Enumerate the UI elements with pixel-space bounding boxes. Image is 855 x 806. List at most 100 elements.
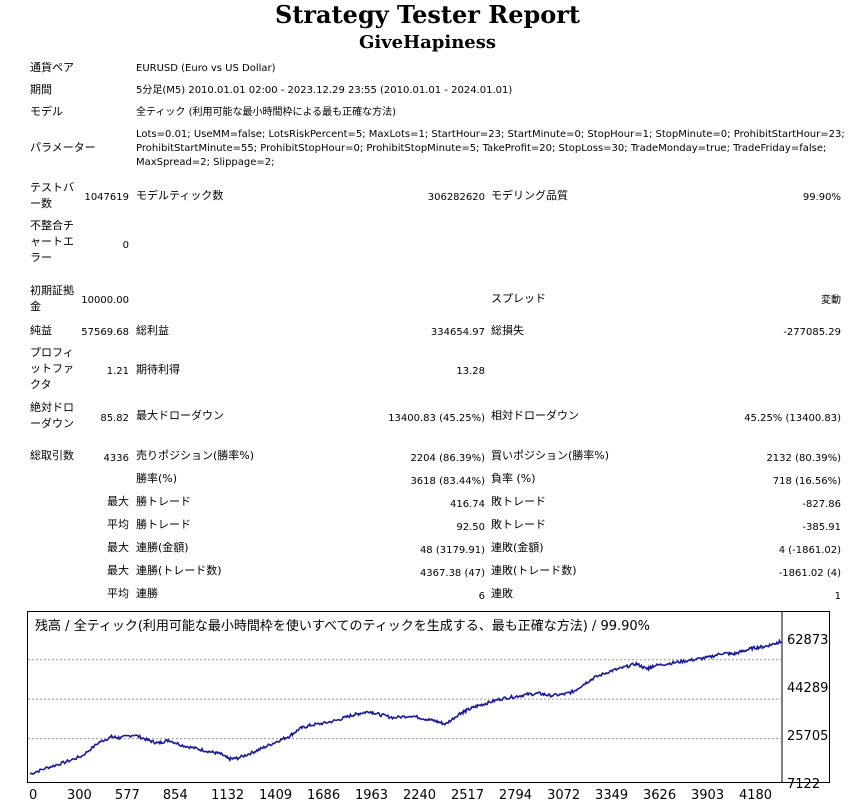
cons-losses-amount-value: 4 (-1861.02) <box>778 545 841 556</box>
mismatch-label-3: ラー <box>30 251 52 264</box>
x-tick-label: 854 <box>162 788 188 803</box>
x-tick-label: 3626 <box>643 788 677 803</box>
win-rate-value: 3618 (83.44%) <box>410 476 485 487</box>
max-drawdown-value: 13400.83 (45.25%) <box>388 413 485 424</box>
win-rate-label: 勝率(%) <box>136 472 178 485</box>
x-tick-label: 1686 <box>307 788 341 803</box>
ticks-value: 306282620 <box>427 192 485 203</box>
total-trades-value: 4336 <box>103 453 129 464</box>
cons-wins-amount-value: 48 (3179.91) <box>419 545 485 556</box>
y-tick-label: 25705 <box>787 729 829 744</box>
x-tick-label: 1963 <box>354 788 389 803</box>
abs-drawdown-label-1: 絶対ドロ <box>30 401 74 414</box>
avg-cons-wins-value: 6 <box>478 591 485 602</box>
bars-label-2: ー数 <box>30 197 52 210</box>
loss-rate-label: 負率 (%) <box>491 472 536 485</box>
abs-drawdown-label-2: ーダウン <box>30 417 74 430</box>
avg-win-value: 92.50 <box>456 522 485 533</box>
largest-loss-value: -827.86 <box>802 499 841 510</box>
y-tick-label: 44289 <box>787 681 829 696</box>
mismatch-label-1: 不整合チ <box>30 219 74 232</box>
balance-chart-svg <box>28 612 783 782</box>
avg-cons-wins-label: 連勝 <box>136 587 158 600</box>
net-profit-label: 純益 <box>30 324 52 337</box>
x-tick-label: 4180 <box>738 788 773 803</box>
report-subtitle: GiveHapiness <box>358 32 497 53</box>
quality-value: 99.90% <box>802 192 841 203</box>
bars-label-1: テストバ <box>30 181 74 194</box>
x-tick-label: 577 <box>114 788 140 803</box>
params-line-2: ProhibitStartMinute=55; ProhibitStopHour… <box>136 143 827 154</box>
expected-payoff-label: 期待利得 <box>136 363 180 376</box>
x-tick-label: 1132 <box>211 788 245 803</box>
cons-losses-count-label: 連敗(トレード数) <box>491 564 577 577</box>
avg-cons-losses-value: 1 <box>834 591 841 602</box>
balance-line <box>29 638 782 776</box>
chart-title: 残高 / 全ティック(利用可能な最小時間枠を使いすべてのティックを生成する、最も… <box>35 619 651 634</box>
spread-value: 変動 <box>821 295 841 306</box>
profit-factor-label-3: クタ <box>30 378 52 391</box>
mismatch-value: 0 <box>122 240 129 251</box>
x-tick-label: 3072 <box>547 788 581 803</box>
params-label: パラメーター <box>30 141 96 154</box>
x-tick-label: 1409 <box>259 788 293 803</box>
max-label-2: 最大 <box>107 541 129 554</box>
profit-factor-label-1: プロフィ <box>30 346 74 359</box>
max-label-1: 最大 <box>107 495 129 508</box>
x-tick-label: 3903 <box>691 788 725 803</box>
max-label-3: 最大 <box>107 564 129 577</box>
gross-loss-value: -277085.29 <box>783 327 841 338</box>
largest-win-value: 416.74 <box>450 499 485 510</box>
avg-loss-label: 敗トレード <box>491 518 546 531</box>
gross-profit-label: 総利益 <box>136 324 169 337</box>
rel-drawdown-label: 相対ドローダウン <box>491 409 579 422</box>
profit-factor-value: 1.21 <box>106 366 129 377</box>
avg-label-2: 平均 <box>107 587 129 600</box>
largest-loss-label: 敗トレード <box>491 495 546 508</box>
gross-loss-label: 総損失 <box>491 324 524 337</box>
y-tick-label: 7122 <box>787 777 821 792</box>
period-label: 期間 <box>30 83 52 96</box>
quality-label: モデリング品質 <box>491 189 568 202</box>
bars-value: 1047619 <box>84 192 129 203</box>
largest-win-label: 勝トレード <box>136 495 191 508</box>
profit-factor-label-2: ットファ <box>30 362 74 375</box>
x-tick-label: 2240 <box>402 788 437 803</box>
avg-loss-value: -385.91 <box>802 522 841 533</box>
long-positions-value: 2132 (80.39%) <box>766 453 841 464</box>
deposit-value: 10000.00 <box>81 295 129 306</box>
mismatch-label-2: ャートエ <box>30 235 74 248</box>
deposit-label-2: 金 <box>30 300 41 313</box>
cons-wins-count-value: 4367.38 (47) <box>419 568 485 579</box>
long-positions-label: 買いポジション(勝率%) <box>491 449 610 462</box>
spread-label: スプレッド <box>491 292 546 305</box>
x-tick-label: 2794 <box>498 788 533 803</box>
model-label: モデル <box>30 105 63 118</box>
symbol-label: 通貨ペア <box>30 61 74 74</box>
model-value: 全ティック (利用可能な最小時間枠による最も正確な方法) <box>136 107 397 118</box>
avg-win-label: 勝トレード <box>136 518 191 531</box>
params-line-1: Lots=0.01; UseMM=false; LotsRiskPercent=… <box>136 129 845 140</box>
short-positions-value: 2204 (86.39%) <box>410 453 485 464</box>
cons-wins-count-label: 連勝(トレード数) <box>136 564 222 577</box>
y-tick-label: 62873 <box>787 633 829 648</box>
loss-rate-value: 718 (16.56%) <box>772 476 841 487</box>
cons-losses-count-value: -1861.02 (4) <box>778 568 841 579</box>
expected-payoff-value: 13.28 <box>456 366 485 377</box>
short-positions-label: 売りポジション(勝率%) <box>136 449 255 462</box>
period-value: 5分足(M5) 2010.01.01 02:00 - 2023.12.29 23… <box>136 85 513 96</box>
cons-wins-amount-label: 連勝(金額) <box>136 541 189 554</box>
avg-cons-losses-label: 連敗 <box>491 587 513 600</box>
max-drawdown-label: 最大ドローダウン <box>136 409 224 422</box>
x-tick-label: 300 <box>66 788 92 803</box>
deposit-label-1: 初期証拠 <box>30 284 74 297</box>
total-trades-label: 総取引数 <box>30 449 74 462</box>
report-title: Strategy Tester Report <box>274 0 581 29</box>
abs-drawdown-value: 85.82 <box>100 413 129 424</box>
x-tick-label: 3349 <box>595 788 629 803</box>
symbol-value: EURUSD (Euro vs US Dollar) <box>136 63 276 74</box>
params-line-3: MaxSpread=2; Slippage=2; <box>136 157 275 168</box>
rel-drawdown-value: 45.25% (13400.83) <box>744 413 841 424</box>
x-tick-label: 0 <box>29 788 38 803</box>
ticks-label: モデルティック数 <box>136 189 224 202</box>
